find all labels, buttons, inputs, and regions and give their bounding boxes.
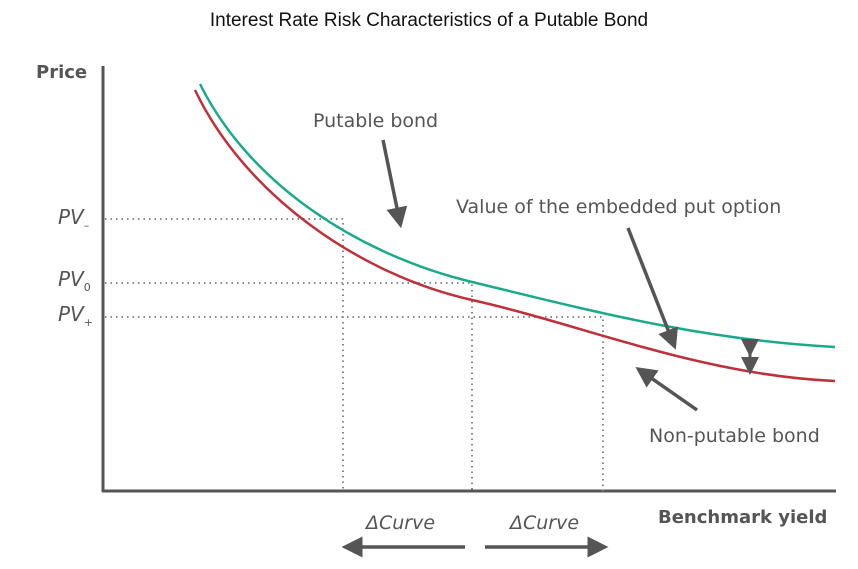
pv-plus-label: PV+	[58, 302, 93, 329]
pv-minus-guide	[105, 218, 344, 491]
pv-plus-guide	[105, 316, 604, 491]
y-axis-label: Price	[36, 62, 88, 83]
chart-title: Interest Rate Risk Characteristics of a …	[209, 10, 649, 31]
put-option-label: Value of the embedded put option	[456, 196, 782, 218]
put-option-arrow	[626, 227, 678, 350]
delta-curve-left-label: ΔCurve	[366, 512, 436, 534]
putable-bond-curve	[198, 83, 836, 349]
non-putable-bond-label: Non-putable bond	[649, 425, 820, 447]
pv-zero-guide	[105, 282, 473, 491]
delta-curve-right-label: ΔCurve	[510, 512, 580, 534]
putable-arrow	[381, 139, 408, 229]
non-putable-bond-curve	[193, 89, 836, 383]
pv-minus-label: PV–	[58, 205, 90, 232]
x-axis-label: Benchmark yield	[658, 507, 828, 528]
putable-bond-label: Putable bond	[313, 110, 439, 132]
pv-zero-label: PV0	[58, 267, 91, 294]
non-putable-arrow	[635, 366, 699, 412]
